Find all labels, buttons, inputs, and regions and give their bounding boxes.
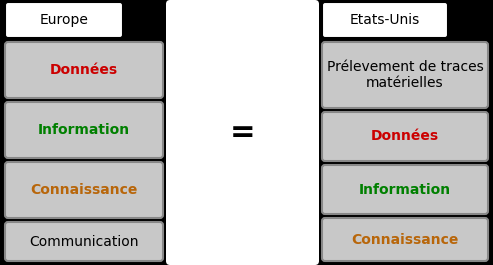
FancyBboxPatch shape [166, 0, 319, 265]
FancyBboxPatch shape [5, 102, 163, 158]
Text: Europe: Europe [39, 13, 88, 27]
FancyBboxPatch shape [322, 112, 488, 161]
Text: Communication: Communication [29, 235, 139, 249]
Text: Connaissance: Connaissance [352, 232, 458, 246]
Text: Information: Information [38, 123, 130, 137]
Text: Données: Données [50, 63, 118, 77]
FancyBboxPatch shape [5, 2, 123, 38]
Text: Information: Information [359, 183, 451, 197]
FancyBboxPatch shape [322, 42, 488, 108]
FancyBboxPatch shape [322, 165, 488, 214]
FancyBboxPatch shape [5, 162, 163, 218]
Text: Etats-Unis: Etats-Unis [350, 13, 420, 27]
FancyBboxPatch shape [322, 2, 448, 38]
Text: Données: Données [371, 130, 439, 144]
FancyBboxPatch shape [322, 218, 488, 261]
Text: Connaissance: Connaissance [30, 183, 138, 197]
Text: =: = [230, 118, 255, 147]
FancyBboxPatch shape [5, 42, 163, 98]
FancyBboxPatch shape [5, 222, 163, 261]
Text: Prélevement de traces
matérielles: Prélevement de traces matérielles [327, 60, 483, 90]
